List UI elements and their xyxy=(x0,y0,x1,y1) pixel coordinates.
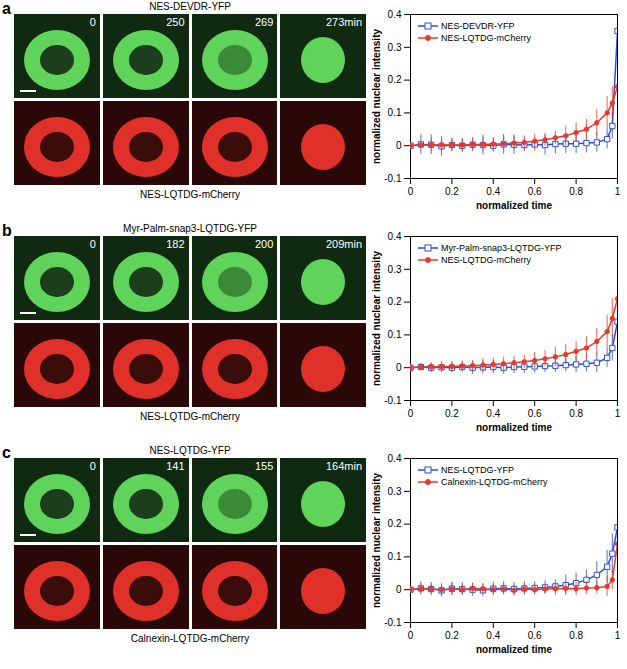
html-text:141: 141 xyxy=(166,460,185,472)
html-text:a: a xyxy=(2,0,11,17)
html-text:200: 200 xyxy=(254,238,274,250)
html-text:209min: 209min xyxy=(325,238,362,250)
svg-text:0: 0 xyxy=(408,408,414,419)
svg-text:0.1: 0.1 xyxy=(388,329,402,340)
svg-text:0.2: 0.2 xyxy=(388,518,402,529)
svg-text:0.4: 0.4 xyxy=(486,408,500,419)
svg-text:0: 0 xyxy=(396,362,402,373)
html-text:NES-LQTDG-mCherry: NES-LQTDG-mCherry xyxy=(140,189,240,200)
svg-text:0.6: 0.6 xyxy=(528,186,542,197)
svg-text:0.6: 0.6 xyxy=(528,408,542,419)
svg-text:0: 0 xyxy=(408,186,414,197)
html-text:269: 269 xyxy=(254,16,274,28)
svg-text:normalized nuclear intensity: normalized nuclear intensity xyxy=(371,251,382,386)
html-text:164min: 164min xyxy=(325,460,362,472)
svg-text:1: 1 xyxy=(615,408,621,419)
html-text:NES-DEVDR-YFP: NES-DEVDR-YFP xyxy=(149,1,231,12)
html-text:0: 0 xyxy=(89,16,96,28)
html-text:b: b xyxy=(2,222,12,239)
html-text:NES-DEVDR-YFP: NES-DEVDR-YFP xyxy=(441,21,515,31)
html-text:Calnexin-LQTDG-mCherry: Calnexin-LQTDG-mCherry xyxy=(130,633,250,644)
svg-text:0.2: 0.2 xyxy=(388,296,402,307)
html-text:Myr-Palm-snap3-LQTDG-YFP: Myr-Palm-snap3-LQTDG-YFP xyxy=(441,243,562,253)
svg-text:-0.1: -0.1 xyxy=(384,173,402,184)
svg-text:0: 0 xyxy=(396,584,402,595)
svg-text:0.1: 0.1 xyxy=(388,551,402,562)
svg-text:0.8: 0.8 xyxy=(569,408,583,419)
svg-text:normalized time: normalized time xyxy=(476,422,553,433)
html-text:Calnexin-LQTDG-mCherry: Calnexin-LQTDG-mCherry xyxy=(441,477,548,487)
svg-text:0.8: 0.8 xyxy=(569,630,583,641)
svg-text:1: 1 xyxy=(615,630,621,641)
svg-text:0.6: 0.6 xyxy=(528,630,542,641)
html-text:NES-LQTDG-YFP: NES-LQTDG-YFP xyxy=(149,445,231,456)
html-text:250: 250 xyxy=(166,16,185,28)
html-text:0: 0 xyxy=(89,238,96,250)
svg-text:0.4: 0.4 xyxy=(388,231,402,242)
svg-text:0.2: 0.2 xyxy=(388,74,402,85)
svg-text:0.1: 0.1 xyxy=(388,107,402,118)
svg-text:0.3: 0.3 xyxy=(388,42,402,53)
svg-text:0.2: 0.2 xyxy=(445,186,459,197)
html-text:NES-LQTDG-mCherry: NES-LQTDG-mCherry xyxy=(140,411,240,422)
html-text:c: c xyxy=(2,444,11,461)
svg-text:0.3: 0.3 xyxy=(388,264,402,275)
svg-text:normalized nuclear intensity: normalized nuclear intensity xyxy=(371,29,382,164)
svg-text:0.4: 0.4 xyxy=(486,186,500,197)
svg-text:normalized nuclear intensity: normalized nuclear intensity xyxy=(371,473,382,608)
svg-text:1: 1 xyxy=(615,186,621,197)
html-text:NES-LQTDG-YFP: NES-LQTDG-YFP xyxy=(441,465,514,475)
svg-text:0.4: 0.4 xyxy=(388,9,402,20)
svg-text:normalized time: normalized time xyxy=(476,644,553,655)
html-text:182: 182 xyxy=(166,238,185,250)
svg-text:normalized time: normalized time xyxy=(476,200,553,211)
html-text:NES-LQTDG-mCherry: NES-LQTDG-mCherry xyxy=(441,33,531,43)
html-text:273min: 273min xyxy=(325,16,362,28)
svg-text:0.4: 0.4 xyxy=(486,630,500,641)
svg-text:-0.1: -0.1 xyxy=(384,395,402,406)
svg-text:0.2: 0.2 xyxy=(445,408,459,419)
html-text:NES-LQTDG-mCherry: NES-LQTDG-mCherry xyxy=(441,255,531,265)
svg-text:0: 0 xyxy=(396,140,402,151)
html-text:0: 0 xyxy=(89,460,96,472)
svg-text:0.8: 0.8 xyxy=(569,186,583,197)
svg-text:0.4: 0.4 xyxy=(388,453,402,464)
svg-text:0: 0 xyxy=(408,630,414,641)
svg-text:-0.1: -0.1 xyxy=(384,617,402,628)
html-text:155: 155 xyxy=(254,460,274,472)
svg-text:0.3: 0.3 xyxy=(388,486,402,497)
svg-text:0.2: 0.2 xyxy=(445,630,459,641)
html-text:Myr-Palm-snap3-LQTDG-YFP: Myr-Palm-snap3-LQTDG-YFP xyxy=(123,223,257,234)
